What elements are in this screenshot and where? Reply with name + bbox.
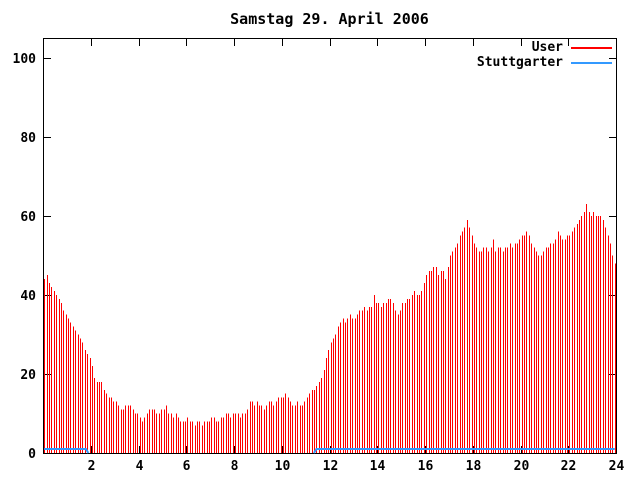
svg-text:2: 2	[88, 459, 96, 474]
svg-text:14: 14	[370, 459, 386, 474]
svg-text:80: 80	[20, 131, 36, 146]
svg-text:20: 20	[514, 459, 530, 474]
svg-text:16: 16	[418, 459, 434, 474]
legend-line-stuttgarter-icon	[571, 61, 612, 64]
legend: User Stuttgarter	[477, 40, 612, 70]
svg-text:60: 60	[20, 210, 36, 225]
svg-text:24: 24	[609, 459, 625, 474]
svg-text:12: 12	[323, 459, 339, 474]
chart-title: Samstag 29. April 2006	[230, 10, 429, 28]
svg-text:18: 18	[466, 459, 482, 474]
svg-text:20: 20	[20, 368, 36, 383]
svg-text:100: 100	[13, 52, 37, 67]
svg-text:22: 22	[561, 459, 577, 474]
legend-line-user-icon	[571, 46, 612, 49]
svg-text:6: 6	[183, 459, 191, 474]
svg-text:4: 4	[136, 459, 144, 474]
svg-text:0: 0	[28, 447, 36, 462]
svg-text:10: 10	[275, 459, 291, 474]
svg-text:8: 8	[231, 459, 239, 474]
legend-item-stuttgarter: Stuttgarter	[477, 55, 612, 70]
legend-label-user: User	[531, 40, 563, 55]
legend-item-user: User	[477, 40, 612, 55]
svg-text:40: 40	[20, 289, 36, 304]
legend-label-stuttgarter: Stuttgarter	[476, 55, 563, 70]
